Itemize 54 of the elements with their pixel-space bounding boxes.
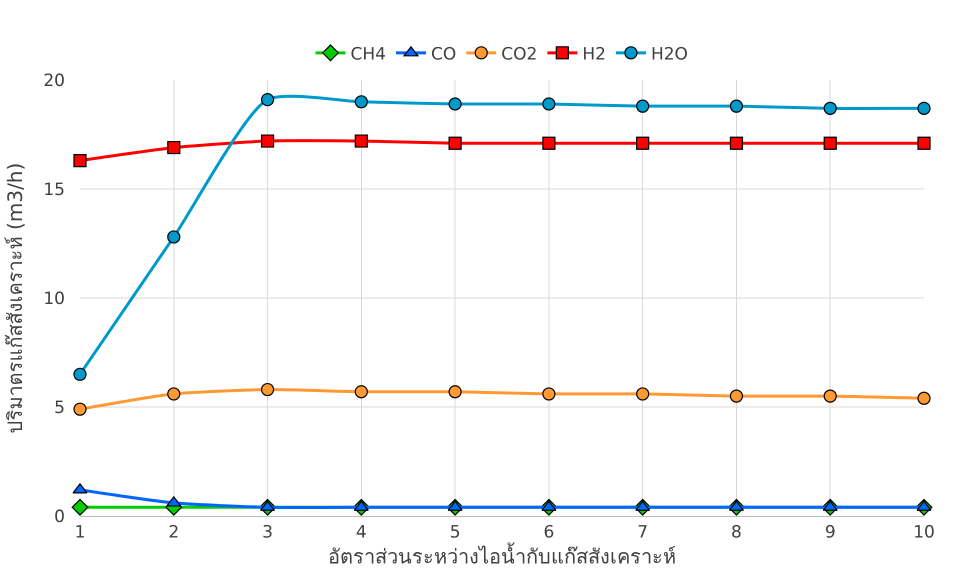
- y-tick-label: 10: [43, 288, 65, 309]
- point: [636, 136, 650, 150]
- x-tick-label: 3: [262, 522, 273, 542]
- legend-label: H2O: [650, 44, 688, 64]
- point: [260, 382, 274, 396]
- point: [917, 392, 931, 405]
- x-tick-label: 2: [168, 522, 180, 542]
- y-tick-label: 15: [43, 180, 65, 200]
- x-tick-label: 4: [356, 522, 367, 542]
- x-axis-title: อัตราส่วนระหว่างไอน้ำกับแก๊สสังเคราะห์: [328, 542, 676, 568]
- point: [730, 136, 744, 150]
- point: [354, 134, 368, 148]
- point: [730, 100, 744, 113]
- point: [260, 134, 274, 148]
- point: [917, 102, 931, 115]
- point: [448, 385, 462, 398]
- y-tick-label: 5: [54, 398, 65, 418]
- x-tick-label: 9: [824, 522, 836, 542]
- point: [73, 368, 87, 381]
- point: [72, 498, 88, 516]
- point: [824, 136, 837, 150]
- legend-label: H2: [582, 44, 606, 64]
- point: [636, 100, 650, 113]
- point: [354, 95, 368, 108]
- point: [917, 136, 931, 150]
- point: [73, 402, 87, 416]
- point: [542, 97, 556, 111]
- point: [448, 97, 462, 111]
- legend-label: CH4: [350, 44, 386, 64]
- x-tick-label: 8: [731, 522, 742, 542]
- y-tick-label: 0: [54, 506, 65, 527]
- y-tick-label: 20: [43, 70, 65, 91]
- legend-label: CO2: [501, 44, 538, 64]
- x-tick-label: 10: [913, 522, 935, 542]
- point: [167, 230, 180, 244]
- x-tick-label: 7: [637, 522, 648, 542]
- point: [167, 140, 180, 154]
- x-tick-label: 6: [543, 522, 554, 542]
- point: [354, 385, 368, 398]
- legend-label: CO: [430, 44, 456, 64]
- point: [730, 390, 744, 403]
- point: [448, 136, 462, 150]
- point: [636, 387, 650, 401]
- y-axis-title: ปริมาตรแก๊สสังเคราะห์ (m3/h): [2, 162, 27, 434]
- point: [824, 390, 837, 403]
- point: [166, 496, 182, 507]
- point: [542, 387, 556, 401]
- x-tick-label: 5: [450, 522, 461, 542]
- point: [542, 136, 556, 150]
- x-tick-label: 1: [74, 522, 86, 542]
- point: [260, 93, 274, 106]
- point: [73, 154, 87, 168]
- point: [167, 387, 180, 401]
- point: [824, 102, 837, 115]
